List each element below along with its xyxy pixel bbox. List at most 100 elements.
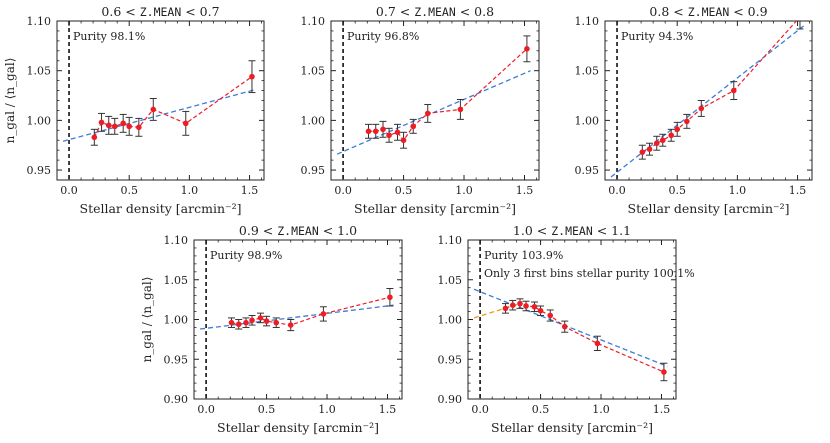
y-tick-label: 0.95 bbox=[301, 164, 326, 177]
data-point bbox=[365, 128, 372, 135]
data-point bbox=[98, 119, 105, 126]
data-point bbox=[150, 106, 157, 113]
purity-annotation: Purity 96.8% bbox=[347, 30, 419, 43]
plot-frame bbox=[193, 239, 403, 400]
y-tick-label: 1.00 bbox=[164, 314, 189, 327]
y-tick-label: 1.00 bbox=[438, 314, 463, 327]
y-tick-label: 1.10 bbox=[575, 15, 600, 28]
panel-title: 0.9 < Z.MEAN < 1.0 bbox=[239, 223, 357, 238]
data-point bbox=[387, 294, 393, 301]
x-axis-label: Stellar density [arcmin⁻²] bbox=[491, 420, 653, 435]
data-point bbox=[235, 321, 242, 328]
y-tick-label: 0.90 bbox=[438, 393, 463, 406]
purity-annotation-secondary: Only 3 first bins stellar purity 100.1% bbox=[484, 267, 695, 280]
data-point bbox=[120, 120, 126, 127]
data-point bbox=[730, 87, 737, 94]
purity-annotation: Purity 98.1% bbox=[73, 30, 145, 43]
data-point bbox=[111, 123, 118, 130]
data-series-line bbox=[368, 48, 528, 142]
panel-title: 0.6 < Z.MEAN < 0.7 bbox=[101, 4, 219, 19]
chart-panel: 0.0 0.5 1.0 1.5 0.95 1.00 1.05 1.10 Purity 98.1%… bbox=[3, 4, 265, 216]
x-tick-label: 0.0 bbox=[608, 184, 626, 197]
data-series-line bbox=[505, 302, 665, 373]
x-tick-label: 0.5 bbox=[532, 403, 550, 416]
data-point bbox=[105, 122, 112, 129]
data-point bbox=[380, 126, 386, 133]
x-axis-label: Stellar density [arcmin⁻²] bbox=[217, 420, 379, 435]
data-point bbox=[653, 140, 660, 147]
data-point bbox=[797, 14, 803, 20]
data-point bbox=[698, 105, 705, 112]
x-tick-label: 1.5 bbox=[379, 403, 397, 416]
chart-panel: 0.0 0.5 1.0 1.5 0.90 0.95 1.00 1.05 1.10 Purity 1… bbox=[438, 223, 695, 435]
x-tick-label: 1.0 bbox=[592, 403, 610, 416]
data-point bbox=[659, 137, 666, 144]
x-tick-label: 1.5 bbox=[653, 403, 671, 416]
chart-panel: 0.0 0.5 1.0 1.5 0.95 1.00 1.05 1.10 Purity 94.3%… bbox=[575, 4, 813, 216]
data-point bbox=[668, 132, 674, 139]
data-point bbox=[287, 322, 294, 328]
purity-annotation: Purity 94.3% bbox=[621, 30, 693, 43]
error-bar bbox=[796, 21, 804, 30]
y-tick-label: 0.90 bbox=[164, 393, 189, 406]
purity-annotation: Purity 98.9% bbox=[210, 249, 282, 262]
y-tick-label: 1.00 bbox=[575, 114, 600, 127]
data-point bbox=[372, 128, 379, 135]
x-tick-label: 0.0 bbox=[60, 184, 78, 197]
y-tick-label: 1.00 bbox=[301, 114, 326, 127]
data-point bbox=[524, 46, 530, 52]
x-axis-label: Stellar density [arcmin⁻²] bbox=[354, 201, 516, 216]
data-point bbox=[531, 303, 538, 310]
panel-title: 1.0 < Z.MEAN < 1.1 bbox=[513, 223, 631, 238]
data-point bbox=[263, 318, 270, 324]
x-tick-label: 1.0 bbox=[318, 403, 336, 416]
data-point bbox=[243, 319, 249, 326]
y-axis-label: n_gal / ⟨n_gal⟩ bbox=[140, 277, 154, 363]
x-tick-label: 1.5 bbox=[241, 184, 259, 197]
plot-frame bbox=[467, 239, 677, 400]
y-tick-label: 1.05 bbox=[164, 274, 189, 287]
data-point bbox=[561, 323, 568, 330]
purity-annotation: Purity 103.9% bbox=[484, 249, 563, 262]
data-point bbox=[273, 319, 280, 326]
data-point bbox=[509, 302, 516, 308]
x-tick-label: 1.0 bbox=[729, 184, 747, 197]
data-point bbox=[394, 129, 401, 136]
x-axis-label: Stellar density [arcmin⁻²] bbox=[80, 201, 242, 216]
data-point bbox=[517, 300, 523, 307]
y-tick-label: 1.05 bbox=[27, 65, 52, 78]
y-axis-label: n_gal / ⟨n_gal⟩ bbox=[3, 58, 17, 144]
data-point bbox=[320, 311, 327, 317]
x-tick-label: 1.0 bbox=[455, 184, 473, 197]
data-point bbox=[661, 369, 667, 375]
data-point bbox=[639, 149, 646, 155]
linear-fit-line bbox=[199, 304, 394, 330]
data-point bbox=[410, 123, 417, 130]
plot-frame bbox=[330, 20, 540, 181]
x-tick-label: 0.5 bbox=[120, 184, 138, 197]
data-point bbox=[674, 126, 681, 133]
data-point bbox=[228, 319, 235, 326]
y-tick-label: 0.95 bbox=[27, 164, 52, 177]
data-point bbox=[91, 134, 98, 141]
data-point bbox=[386, 132, 392, 139]
data-point bbox=[136, 124, 142, 131]
data-point bbox=[502, 305, 509, 312]
x-tick-label: 0.0 bbox=[334, 184, 352, 197]
data-point bbox=[594, 340, 601, 347]
x-tick-label: 0.0 bbox=[197, 403, 215, 416]
x-tick-label: 0.5 bbox=[668, 184, 686, 197]
y-tick-label: 1.05 bbox=[301, 65, 326, 78]
x-tick-label: 1.0 bbox=[181, 184, 199, 197]
linear-fit-line bbox=[610, 25, 804, 178]
data-point bbox=[400, 137, 407, 144]
data-point bbox=[646, 146, 653, 152]
x-tick-label: 0.5 bbox=[395, 184, 413, 197]
data-point bbox=[457, 106, 464, 113]
data-point bbox=[182, 120, 189, 127]
y-tick-label: 1.05 bbox=[438, 274, 463, 287]
data-point bbox=[126, 123, 133, 130]
data-point bbox=[684, 118, 690, 125]
y-tick-label: 1.05 bbox=[575, 65, 600, 78]
panel-title: 0.8 < Z.MEAN < 0.9 bbox=[649, 4, 767, 19]
